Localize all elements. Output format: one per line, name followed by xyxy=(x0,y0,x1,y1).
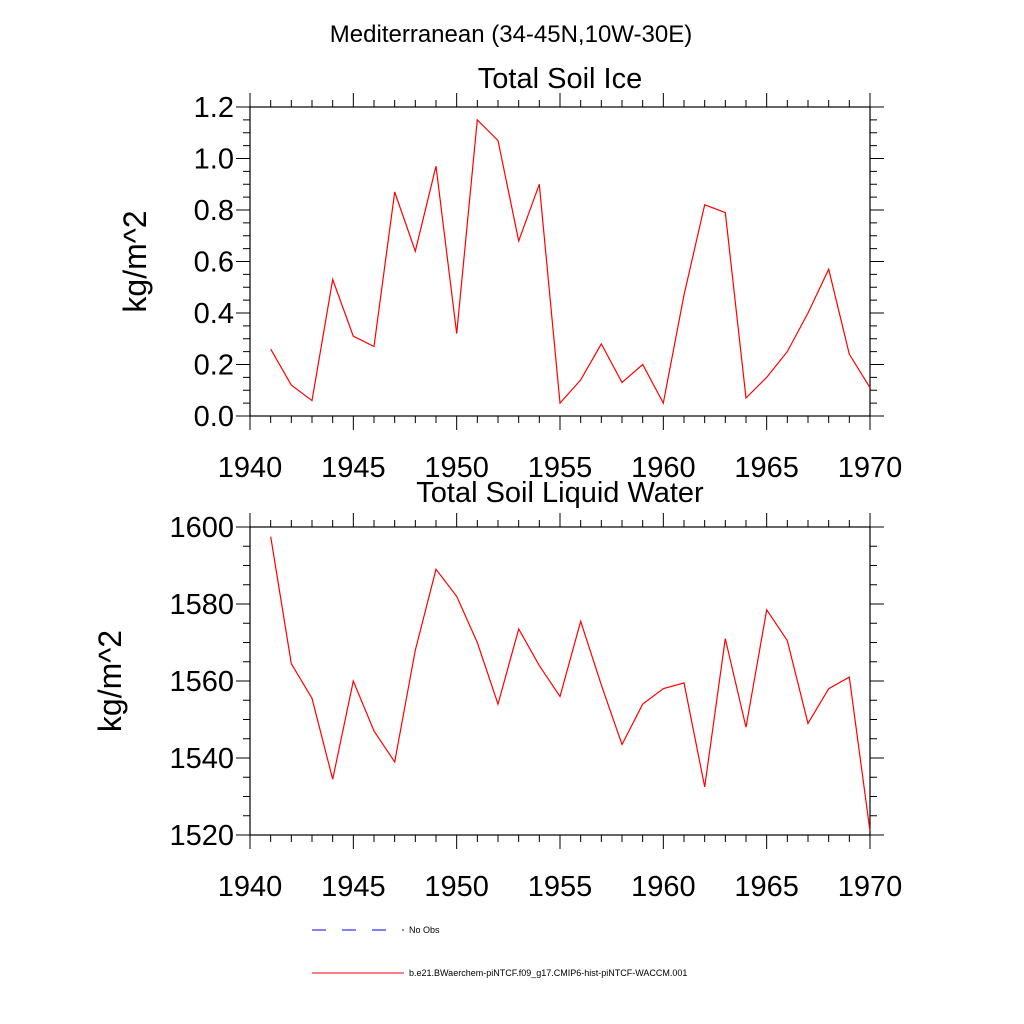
x-tick-label: 1950 xyxy=(424,871,489,903)
y-tick-label: 0.6 xyxy=(194,247,234,279)
main-title: Mediterranean (34-45N,10W-30E) xyxy=(330,21,692,48)
panel-soil-liquid-water: Total Soil Liquid Water kg/m^2 1940 1945 195… xyxy=(92,477,902,903)
x-tick-label: 1960 xyxy=(631,871,696,903)
y-tick-label: 1.2 xyxy=(194,92,234,124)
y-tick-label: 0.2 xyxy=(194,350,234,382)
y-tick-label: 0.0 xyxy=(194,401,234,433)
x-tick-label: 1970 xyxy=(838,452,903,484)
y-axis-label: kg/m^2 xyxy=(117,210,153,312)
x-tick-label: 1965 xyxy=(734,452,799,484)
y-tick-label: 1.0 xyxy=(194,144,234,176)
chart-title: Total Soil Liquid Water xyxy=(416,477,704,509)
x-tick-label: 1970 xyxy=(838,871,903,903)
legend-label-model-run: b.e21.BWaerchem-piNTCF.f09_g17.CMIP6-his… xyxy=(409,968,687,978)
legend: No Obs b.e21.BWaerchem-piNTCF.f09_g17.CM… xyxy=(312,925,687,978)
chart-title: Total Soil Ice xyxy=(478,63,642,95)
x-tick-label: 1940 xyxy=(218,871,283,903)
x-tick-label: 1960 xyxy=(631,452,696,484)
x-tick-label: 1955 xyxy=(528,452,593,484)
x-tick-label: 1950 xyxy=(424,452,489,484)
x-tick-label: 1965 xyxy=(734,871,799,903)
y-tick-label: 1560 xyxy=(169,666,234,698)
plot-frame xyxy=(249,526,871,836)
y-tick-label: 1540 xyxy=(169,743,234,775)
series-line-0 xyxy=(270,536,871,832)
series-line-0 xyxy=(270,118,871,405)
y-tick-label: 0.4 xyxy=(194,298,234,330)
y-tick-label: 1520 xyxy=(169,820,234,852)
y-axis-label: kg/m^2 xyxy=(92,630,128,732)
y-tick-label: 0.8 xyxy=(194,195,234,227)
x-tick-label: 1955 xyxy=(528,871,593,903)
plot-frame xyxy=(249,106,871,417)
y-tick-label: 1600 xyxy=(169,512,234,544)
legend-label-no-obs: No Obs xyxy=(409,925,440,935)
panel-soil-ice: Total Soil Ice kg/m^2 1940 1945 1950 1955 1960… xyxy=(117,63,902,484)
x-tick-label: 1945 xyxy=(321,452,386,484)
x-tick-label: 1945 xyxy=(321,871,386,903)
x-tick-label: 1940 xyxy=(218,452,283,484)
y-tick-label: 1580 xyxy=(169,589,234,621)
